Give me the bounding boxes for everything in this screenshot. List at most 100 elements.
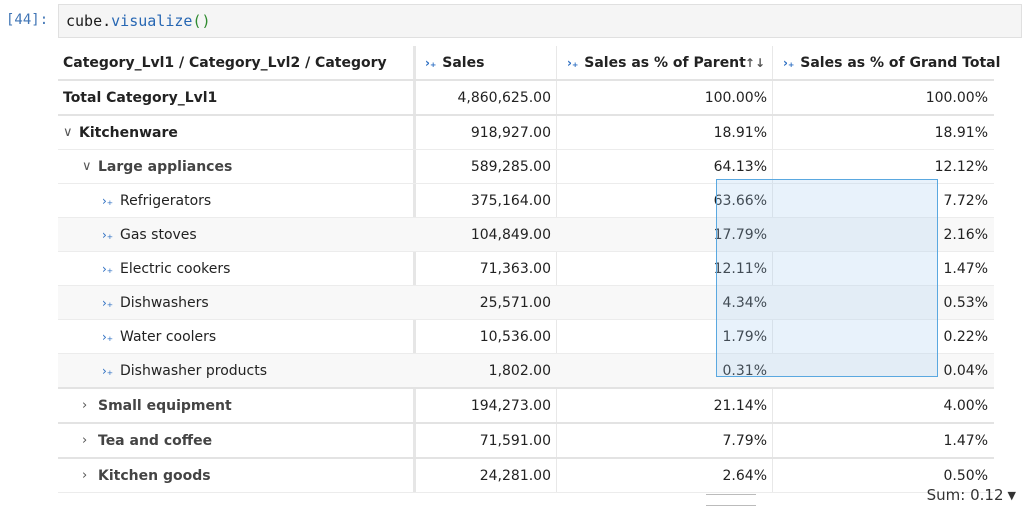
row-label: Water coolers	[120, 328, 217, 345]
row-header[interactable]: ›₊ Dishwasher products	[58, 354, 415, 387]
cell-sales[interactable]: 71,591.00	[479, 432, 551, 449]
cell-pct-parent[interactable]: 100.00%	[704, 89, 767, 106]
row-header[interactable]: ›₊ Gas stoves	[58, 218, 415, 251]
cell-pct-parent[interactable]: 7.79%	[722, 432, 767, 449]
cell-pct-parent[interactable]: 2.64%	[722, 467, 767, 484]
header-sales-label: Sales	[442, 54, 485, 71]
table-row: ›₊ Electric cookers 71,363.00 12.11% 1.47…	[58, 252, 994, 286]
table-row: ∨ Kitchenware 918,927.00 18.91% 18.91%	[58, 116, 994, 150]
column-divider[interactable]	[413, 46, 416, 493]
chevron-down-icon[interactable]: ∨	[63, 125, 73, 140]
cell-sales[interactable]: 589,285.00	[470, 158, 551, 175]
header-sales[interactable]: ›₊ Sales	[415, 46, 557, 79]
cell-sales[interactable]: 24,281.00	[479, 467, 551, 484]
chevron-right-icon[interactable]: ›	[82, 433, 88, 448]
cell-pct-parent[interactable]: 17.79%	[713, 226, 767, 243]
cell-pct-total[interactable]: 12.12%	[934, 158, 988, 175]
cell-pct-parent[interactable]: 64.13%	[713, 158, 767, 175]
expand-leaf-icon[interactable]: ›₊	[102, 193, 114, 208]
header-pct-parent[interactable]: ›₊ Sales as % of Parent ↑↓	[557, 46, 773, 79]
code-function: visualize	[111, 12, 193, 30]
expand-measure-icon[interactable]: ›₊	[783, 55, 795, 70]
row-label: Kitchenware	[79, 124, 178, 141]
resize-handle[interactable]	[706, 494, 756, 506]
cell-pct-total[interactable]: 0.50%	[943, 467, 988, 484]
row-label: Dishwashers	[120, 294, 209, 311]
cell-pct-parent[interactable]: 4.34%	[722, 294, 767, 311]
expand-leaf-icon[interactable]: ›₊	[102, 363, 114, 378]
summary-dropdown[interactable]: Sum: 0.12 ▼	[927, 486, 1016, 504]
cell-pct-total[interactable]: 1.47%	[943, 260, 988, 277]
expand-measure-icon[interactable]: ›₊	[567, 55, 579, 70]
row-header[interactable]: ∨ Kitchenware	[58, 116, 415, 149]
expand-leaf-icon[interactable]: ›₊	[102, 329, 114, 344]
cell-pct-parent[interactable]: 63.66%	[713, 192, 767, 209]
row-label: Electric cookers	[120, 260, 231, 277]
cell-pct-parent[interactable]: 18.91%	[713, 124, 767, 141]
cell-pct-total[interactable]: 0.22%	[943, 328, 988, 345]
cell-pct-total[interactable]: 0.53%	[943, 294, 988, 311]
table-header: Category_Lvl1 / Category_Lvl2 / Category…	[58, 46, 1000, 81]
row-header[interactable]: ›₊ Water coolers	[58, 320, 415, 353]
code-parens: ()	[192, 12, 211, 30]
chevron-right-icon[interactable]: ›	[82, 468, 88, 483]
row-header[interactable]: › Small equipment	[58, 389, 415, 422]
column-divider[interactable]	[556, 46, 557, 493]
cell-pct-parent[interactable]: 0.31%	[722, 362, 767, 379]
cell-pct-total[interactable]: 1.47%	[943, 432, 988, 449]
row-header[interactable]: › Kitchen goods	[58, 459, 415, 492]
cell-pct-total[interactable]: 18.91%	[934, 124, 988, 141]
header-category[interactable]: Category_Lvl1 / Category_Lvl2 / Category	[58, 46, 415, 79]
expand-leaf-icon[interactable]: ›₊	[102, 295, 114, 310]
expand-measure-icon[interactable]: ›₊	[425, 55, 437, 70]
expand-leaf-icon[interactable]: ›₊	[102, 227, 114, 242]
cell-sales[interactable]: 71,363.00	[479, 260, 551, 277]
cell-pct-parent[interactable]: 12.11%	[713, 260, 767, 277]
cell-pct-parent[interactable]: 21.14%	[713, 397, 767, 414]
table-row: › Tea and coffee 71,591.00 7.79% 1.47%	[58, 424, 994, 459]
chevron-right-icon[interactable]: ›	[82, 398, 88, 413]
row-label: Large appliances	[98, 158, 233, 175]
cell-pct-total[interactable]: 100.00%	[925, 89, 988, 106]
table-row: › Small equipment 194,273.00 21.14% 4.00%	[58, 389, 994, 424]
row-label: Total Category_Lvl1	[63, 89, 218, 106]
expand-leaf-icon[interactable]: ›₊	[102, 261, 114, 276]
pivot-table: Category_Lvl1 / Category_Lvl2 / Category…	[58, 46, 1000, 493]
table-row: ›₊ Gas stoves 104,849.00 17.79% 2.16%	[58, 218, 994, 252]
cell-pct-parent[interactable]: 1.79%	[722, 328, 767, 345]
header-category-label: Category_Lvl1 / Category_Lvl2 / Category	[63, 54, 387, 71]
cell-pct-total[interactable]: 4.00%	[943, 397, 988, 414]
summary-label: Sum: 0.12	[926, 486, 1004, 504]
sort-icon[interactable]: ↑↓	[744, 55, 765, 70]
code-cell[interactable]: cube.visualize()	[58, 4, 1022, 38]
cell-sales[interactable]: 1,802.00	[488, 362, 551, 379]
row-header[interactable]: › Tea and coffee	[58, 424, 415, 457]
cell-sales[interactable]: 918,927.00	[470, 124, 551, 141]
cell-sales[interactable]: 104,849.00	[470, 226, 551, 243]
cell-pct-total[interactable]: 7.72%	[943, 192, 988, 209]
row-header[interactable]: ›₊ Dishwashers	[58, 286, 415, 319]
header-pct-parent-label: Sales as % of Parent	[584, 54, 746, 71]
row-label: Gas stoves	[120, 226, 197, 243]
cell-prompt: [44]:	[6, 12, 49, 28]
cell-sales[interactable]: 10,536.00	[479, 328, 551, 345]
row-header[interactable]: ›₊ Electric cookers	[58, 252, 415, 285]
row-label: Dishwasher products	[120, 362, 267, 379]
column-divider[interactable]	[772, 46, 773, 493]
row-header[interactable]: ∨ Large appliances	[58, 150, 415, 183]
cell-sales[interactable]: 4,860,625.00	[457, 89, 551, 106]
row-label: Tea and coffee	[98, 432, 213, 449]
table-row: ›₊ Dishwasher products 1,802.00 0.31% 0.0…	[58, 354, 994, 389]
caret-down-icon[interactable]: ▼	[1007, 488, 1016, 502]
cell-pct-total[interactable]: 0.04%	[943, 362, 988, 379]
table-row: ›₊ Refrigerators 375,164.00 63.66% 7.72%	[58, 184, 994, 218]
cell-sales[interactable]: 25,571.00	[479, 294, 551, 311]
chevron-down-icon[interactable]: ∨	[82, 159, 92, 174]
table-row: ›₊ Water coolers 10,536.00 1.79% 0.22%	[58, 320, 994, 354]
table-row: ∨ Large appliances 589,285.00 64.13% 12.1…	[58, 150, 994, 184]
row-header[interactable]: ›₊ Refrigerators	[58, 184, 415, 217]
cell-sales[interactable]: 375,164.00	[470, 192, 551, 209]
cell-pct-total[interactable]: 2.16%	[943, 226, 988, 243]
cell-sales[interactable]: 194,273.00	[470, 397, 551, 414]
header-pct-total[interactable]: ›₊ Sales as % of Grand Total	[773, 46, 1000, 79]
